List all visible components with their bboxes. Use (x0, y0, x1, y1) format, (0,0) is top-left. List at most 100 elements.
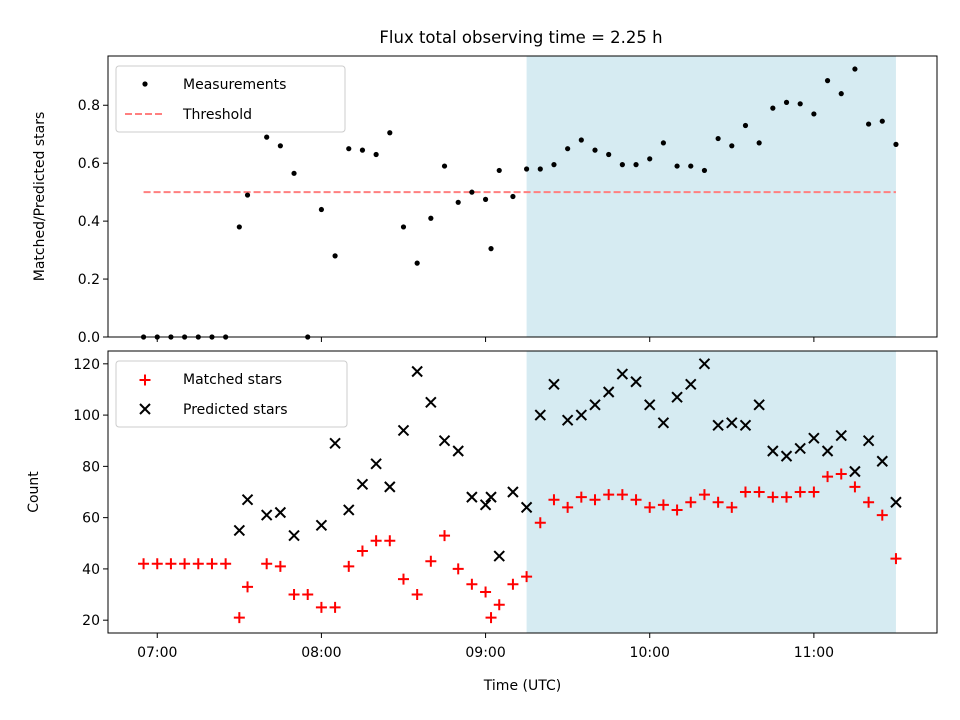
measurement-point (756, 140, 762, 146)
matched-point (767, 491, 779, 503)
predicted-point (479, 499, 492, 511)
predicted-point (356, 478, 369, 491)
measurement-point (688, 163, 694, 169)
measurement-point (488, 246, 494, 252)
matched-point (808, 486, 820, 498)
predicted-point (876, 455, 888, 467)
bottom-y-tick-label: 20 (82, 613, 100, 629)
predicted-point (288, 529, 300, 542)
matched-point (220, 558, 232, 570)
measurement-point (510, 193, 516, 200)
bottom-legend-box (115, 360, 348, 428)
matched-point (753, 486, 765, 498)
measurement-point (797, 101, 803, 107)
matched-point (466, 578, 478, 590)
bottom-y-tick-label: 100 (73, 408, 100, 424)
matched-point (138, 558, 150, 570)
x-tick-label: 11:00 (794, 645, 834, 661)
predicted-point (507, 486, 519, 498)
predicted-point (425, 396, 437, 408)
predicted-point (411, 365, 423, 378)
measurement-point (783, 99, 790, 105)
measurement-point (428, 215, 434, 221)
predicted-point (315, 519, 328, 532)
matched-point (493, 599, 505, 611)
predicted-point (493, 550, 505, 562)
x-tick-label: 08:00 (301, 645, 341, 661)
measurement-point (770, 105, 776, 111)
measurement-point (606, 151, 612, 158)
matched-point (302, 589, 314, 601)
bottom-y-axis-label: Count (26, 471, 42, 513)
matched-point (835, 468, 847, 480)
top-highlight-span (526, 56, 896, 337)
top-y-tick-label: 0.6 (78, 156, 100, 172)
predicted-point (233, 524, 246, 537)
bottom-highlight-span (526, 351, 896, 633)
top-y-tick-label: 0.0 (78, 330, 100, 346)
predicted-point (548, 378, 560, 391)
predicted-point (835, 429, 847, 442)
legend-label-threshold: Threshold (182, 107, 252, 123)
measurement-point (578, 137, 584, 143)
matched-point (425, 555, 437, 567)
predicted-point (534, 409, 546, 421)
legend-marker-predicted (139, 403, 151, 415)
predicted-point (602, 386, 615, 398)
bottom-panel: 20 40 60 80 100 120 07:00 08:00 09:00 10:00 11:00… (26, 350, 938, 694)
predicted-point (862, 435, 875, 447)
predicted-point (343, 504, 355, 516)
predicted-point (520, 501, 533, 514)
matched-point (485, 612, 497, 624)
predicted-point (685, 378, 697, 391)
matched-point (165, 558, 177, 570)
matched-point (179, 558, 191, 570)
legend-label-predicted: Predicted stars (183, 402, 288, 418)
matched-point (242, 581, 254, 593)
matched-point (849, 481, 861, 493)
measurement-point (373, 151, 379, 158)
bottom-y-tick-label: 80 (82, 459, 100, 475)
measurement-point (277, 143, 283, 149)
legend-label-measurements: Measurements (183, 77, 286, 93)
measurement-point (346, 146, 352, 152)
matched-point (603, 489, 615, 501)
matched-point (534, 517, 546, 529)
predicted-point (241, 493, 254, 506)
top-axes-frame (107, 55, 938, 338)
measurement-point (592, 147, 598, 153)
matched-point (890, 553, 902, 565)
bottom-axes-frame (107, 350, 938, 634)
measurement-point (633, 162, 639, 168)
x-axis-label: Time (UTC) (483, 678, 561, 694)
matched-point (712, 496, 724, 508)
matched-point (739, 486, 751, 498)
measurement-point (551, 162, 557, 168)
measurement-point (674, 163, 680, 169)
predicted-point (575, 409, 588, 421)
measurement-point (824, 78, 831, 84)
measurement-point (291, 170, 297, 176)
predicted-point (630, 376, 642, 388)
measurement-point (647, 156, 653, 162)
bottom-y-tick-label: 120 (73, 357, 100, 373)
measurement-point (660, 140, 667, 146)
matched-point (411, 589, 423, 601)
predicted-point (698, 358, 711, 370)
x-tick-label: 10:00 (630, 645, 670, 661)
matched-point (657, 499, 669, 511)
predicted-point (589, 399, 601, 411)
matched-point (562, 501, 574, 513)
bottom-legend: Matched stars Predicted stars (115, 360, 348, 428)
measurement-point (332, 253, 338, 259)
measurement-point (619, 162, 625, 168)
matched-point (192, 558, 204, 570)
matched-point (507, 578, 519, 590)
matched-point (589, 494, 601, 506)
matched-point (397, 573, 409, 585)
legend-marker-matched (139, 374, 151, 386)
measurement-point (414, 260, 420, 266)
predicted-point (821, 445, 834, 457)
matched-point (370, 535, 382, 547)
